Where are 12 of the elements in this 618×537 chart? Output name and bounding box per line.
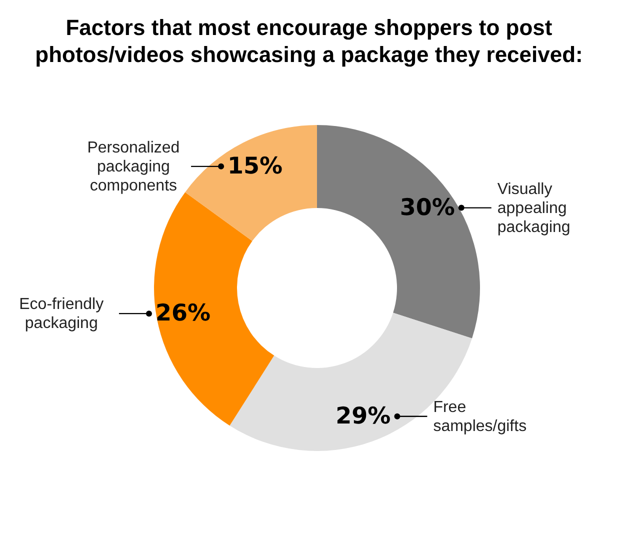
data-label: 29% xyxy=(336,403,391,430)
data-label: 30% xyxy=(400,194,455,221)
data-label: 15% xyxy=(228,153,283,180)
data-label: 26% xyxy=(155,300,211,327)
slice-label: Eco-friendly packaging xyxy=(19,296,104,332)
donut-slice xyxy=(317,125,480,338)
slice-label: Personalized packaging components xyxy=(87,138,180,194)
slice-label: Free samples/gifts xyxy=(433,398,527,434)
chart-title: Factors that most encourage shoppers to post photos/videos showcasing a package they received: xyxy=(34,14,584,68)
slice-label: Visually appealing packaging xyxy=(497,180,570,236)
donut-slice xyxy=(154,192,274,426)
donut-slice xyxy=(185,125,317,241)
